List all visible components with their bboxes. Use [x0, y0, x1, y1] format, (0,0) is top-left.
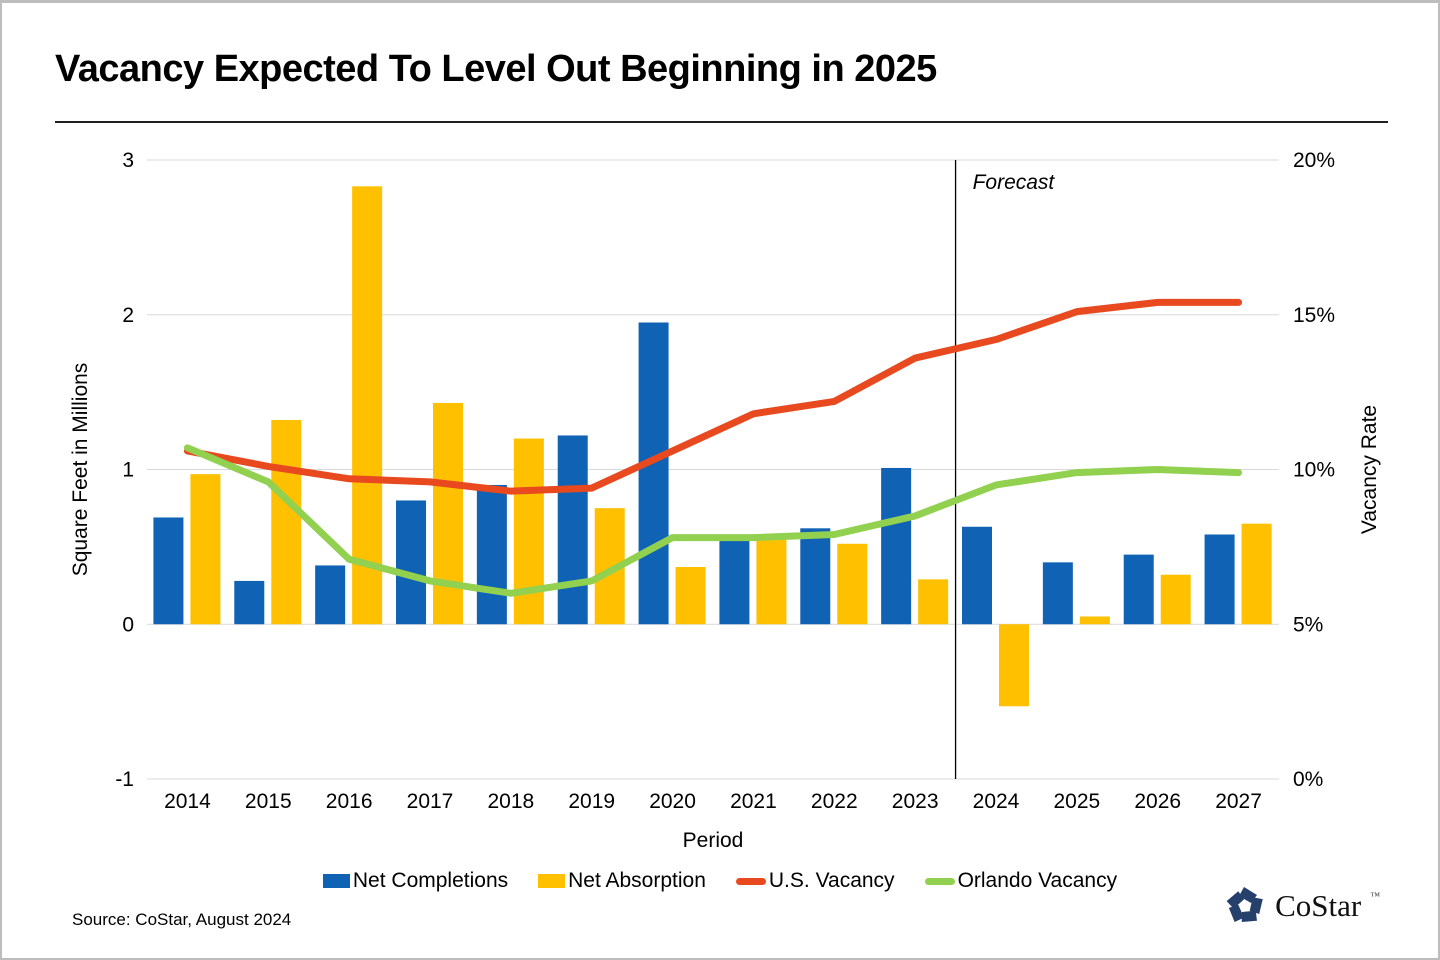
right-axis-tick-0: 0% [1293, 768, 1323, 791]
bar-net-completions-2022 [800, 528, 831, 625]
legend-swatch-net-absorption [538, 874, 566, 888]
bar-net-completions-2023 [881, 467, 912, 625]
costar-logo-text: CoStar [1275, 888, 1362, 923]
line-orlando-vacancy [183, 444, 1243, 597]
legend-label-net-completions: Net Completions [352, 869, 509, 892]
legend-label-orlando-vacancy: Orlando Vacancy [957, 869, 1118, 892]
chart-legend: Net Completions Net Absorption U.S. Vacanc… [2, 869, 1438, 893]
bar-net-absorption-2021 [756, 539, 787, 625]
left-axis-tick-0: 0 [122, 613, 134, 636]
left-axis-tick-2: 2 [122, 304, 134, 327]
bar-net-absorption-2017 [433, 402, 463, 625]
x-axis-tick-2016: 2016 [326, 790, 373, 813]
bar-net-absorption-2016 [352, 186, 383, 625]
bar-net-completions-2019 [557, 435, 588, 625]
legend-item-orlando-vacancy: Orlando Vacancy [924, 869, 1118, 893]
bar-net-completions-2014 [153, 517, 184, 625]
bar-net-completions-2024 [962, 526, 992, 625]
bar-net-absorption-2027 [1241, 523, 1272, 625]
x-axis-tick-2022: 2022 [811, 790, 858, 813]
bar-net-completions-2021 [719, 540, 750, 625]
x-axis-tick-2027: 2027 [1215, 790, 1262, 813]
legend-label-u-s-vacancy: U.S. Vacancy [768, 869, 895, 892]
bar-net-completions-2017 [396, 500, 426, 625]
x-axis-tick-2026: 2026 [1134, 790, 1181, 813]
legend-item-u-s-vacancy: U.S. Vacancy [735, 869, 895, 893]
combo-chart: 3 2 1 0 -1 20% 15% 10% 5% 0% Square Feet in Millio… [69, 149, 1381, 852]
legend-swatch-net-completions [322, 874, 350, 888]
x-axis-tick-2024: 2024 [973, 790, 1020, 813]
right-axis-tick-10: 10% [1293, 459, 1335, 482]
left-axis-tick-1: 1 [122, 459, 134, 482]
bar-net-absorption-2020 [675, 566, 706, 625]
page-title: Vacancy Expected To Level Out Beginning … [55, 48, 937, 90]
left-axis-title: Square Feet in Millions [69, 363, 92, 577]
right-axis-tick-5: 5% [1293, 613, 1323, 636]
bar-net-absorption-2015 [271, 419, 302, 625]
legend-swatch-u-s-vacancy [735, 877, 766, 885]
bar-net-completions-2026 [1123, 554, 1154, 625]
bar-net-completions-2027 [1204, 534, 1235, 625]
bar-net-completions-2015 [234, 580, 265, 625]
x-axis-tick-2020: 2020 [649, 790, 696, 813]
bar-net-completions-2018 [476, 484, 507, 625]
bar-net-absorption-2014 [190, 474, 221, 625]
right-axis-tick-20: 20% [1293, 149, 1335, 172]
line-u-s-vacancy [183, 298, 1243, 495]
x-axis-tick-2018: 2018 [487, 790, 534, 813]
right-axis-tick-15: 15% [1293, 304, 1335, 327]
bar-net-absorption-2024 [999, 624, 1029, 707]
x-axis-tick-2019: 2019 [568, 790, 615, 813]
bar-net-completions-2016 [315, 565, 346, 625]
x-axis-tick-2015: 2015 [245, 790, 292, 813]
bar-net-completions-2025 [1042, 562, 1073, 625]
legend-swatch-orlando-vacancy [924, 877, 955, 885]
left-axis-tick--1: -1 [115, 768, 134, 791]
x-axis-tick-2021: 2021 [730, 790, 777, 813]
trademark-symbol: ™ [1370, 891, 1380, 902]
bar-net-absorption-2023 [918, 579, 949, 625]
left-axis-tick-3: 3 [122, 149, 134, 172]
title-rule [55, 121, 1388, 123]
bar-net-absorption-2022 [837, 543, 868, 625]
forecast-label: Forecast [973, 171, 1056, 194]
x-axis-tick-2017: 2017 [407, 790, 454, 813]
legend-item-net-completions: Net Completions [322, 869, 509, 893]
right-axis-title: Vacancy Rate [1358, 405, 1381, 534]
legend-label-net-absorption: Net Absorption [568, 869, 706, 892]
source-note: Source: CoStar, August 2024 [72, 910, 292, 929]
x-axis-tick-2025: 2025 [1053, 790, 1100, 813]
bar-net-completions-2020 [638, 322, 669, 625]
costar-pinwheel-icon [1226, 887, 1263, 922]
bar-net-absorption-2025 [1079, 616, 1110, 625]
x-axis-tick-2014: 2014 [164, 790, 211, 813]
x-axis-tick-2023: 2023 [892, 790, 939, 813]
costar-logo: CoStar ™ [1224, 885, 1380, 927]
x-axis-title: Period [683, 829, 744, 852]
bar-net-absorption-2018 [513, 438, 544, 625]
legend-item-net-absorption: Net Absorption [538, 869, 706, 893]
bar-net-absorption-2026 [1160, 574, 1191, 625]
